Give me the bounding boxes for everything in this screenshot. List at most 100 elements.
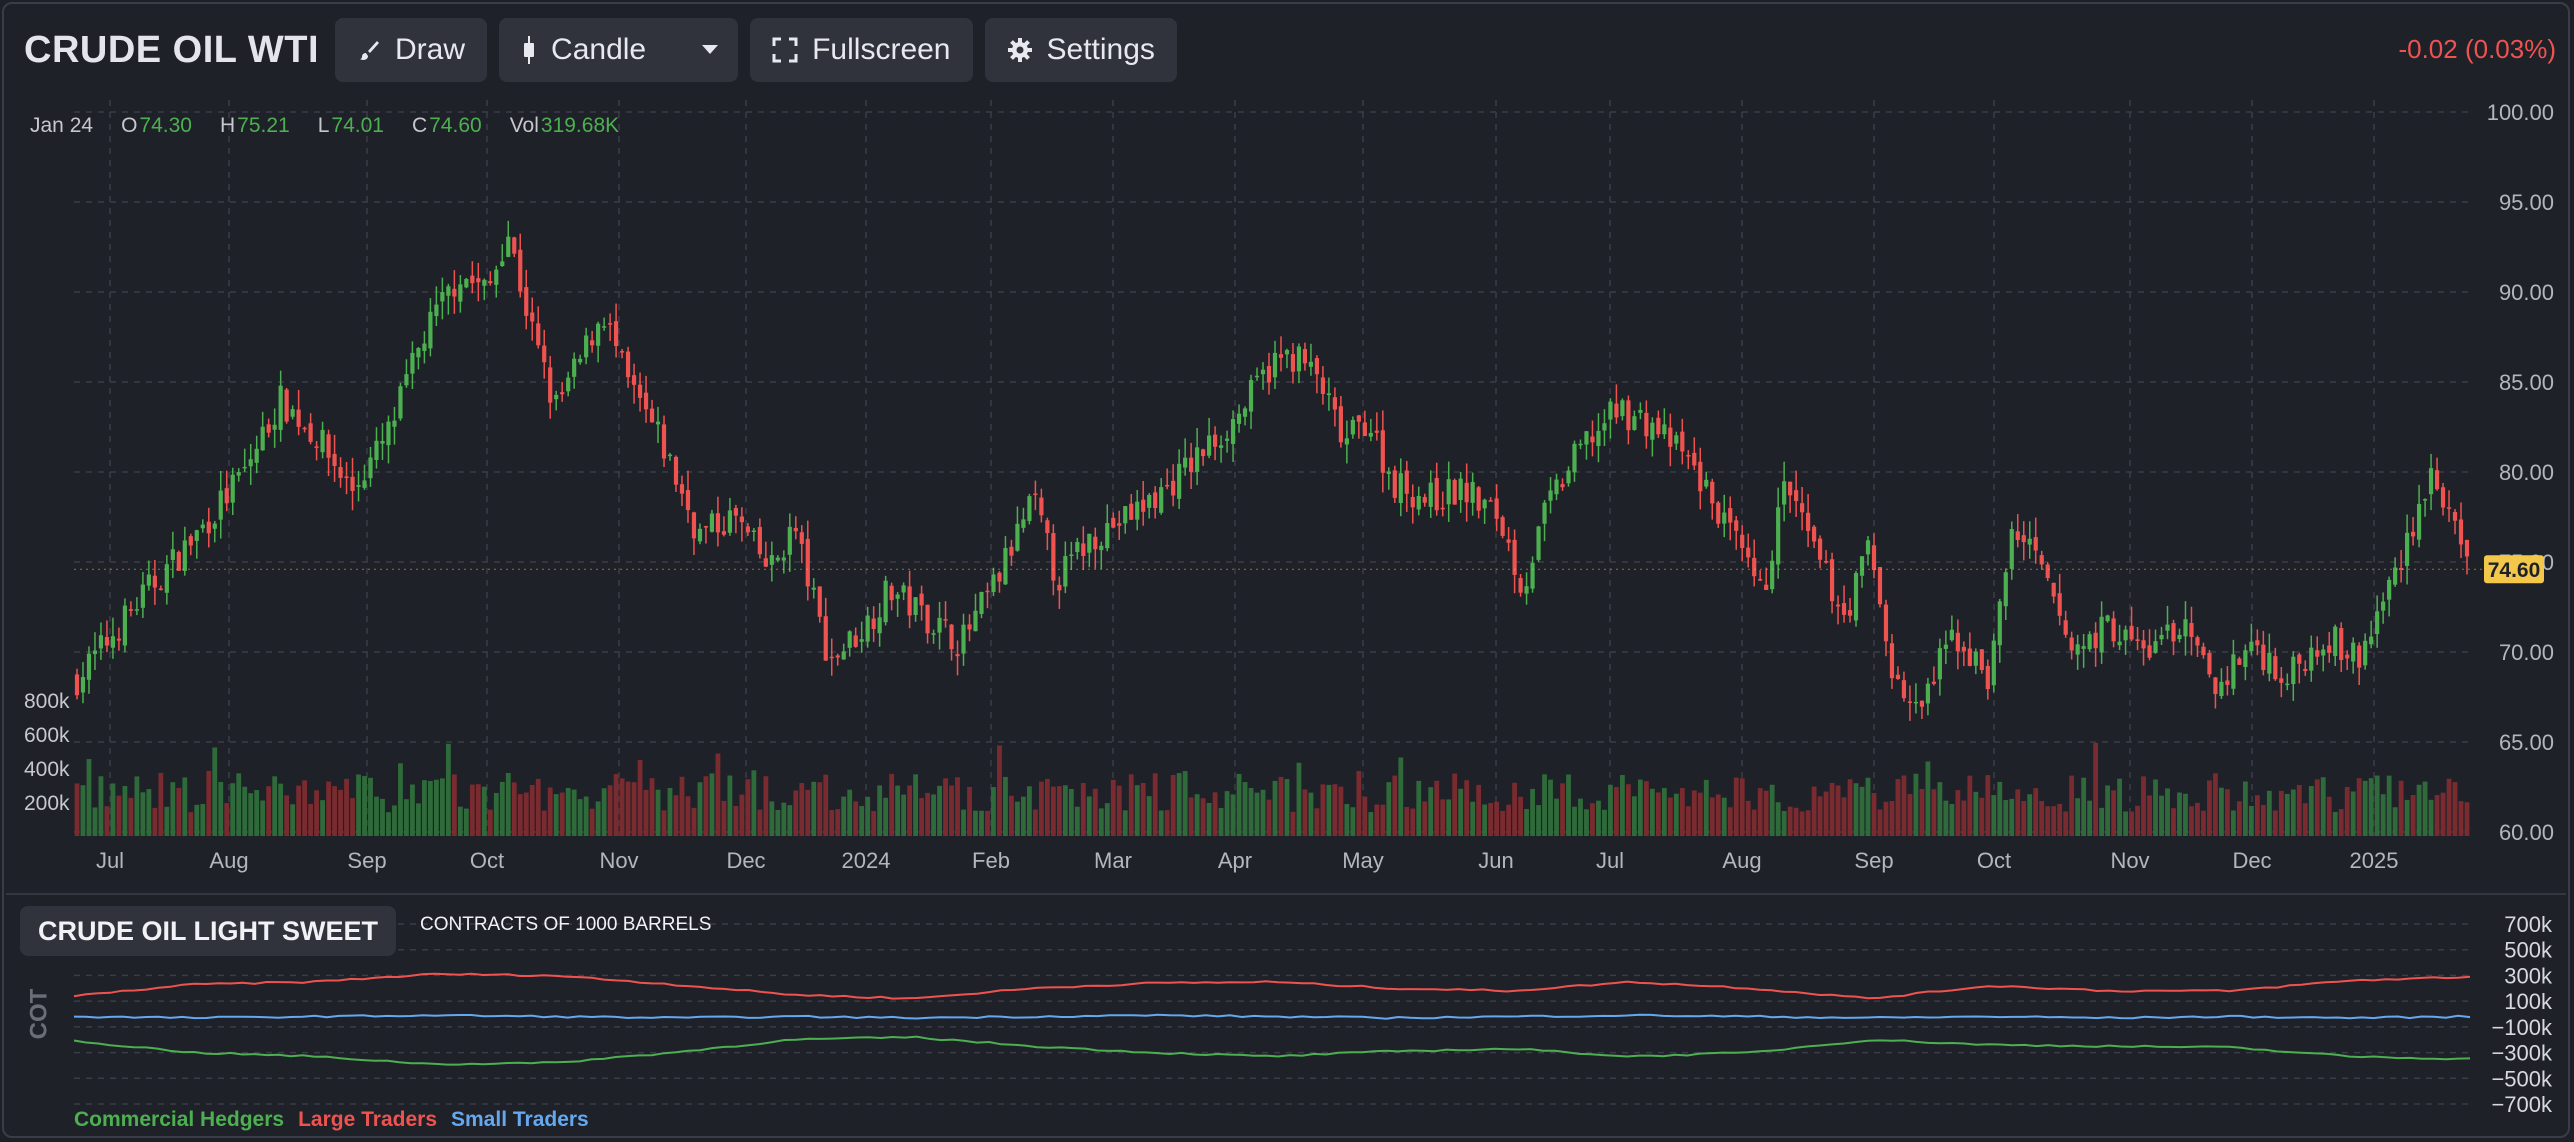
candle-body <box>1590 436 1595 443</box>
volume-bar <box>242 786 248 836</box>
candle-body <box>2123 629 2128 641</box>
candle-body <box>1165 484 1170 487</box>
candle-body <box>1662 424 1667 435</box>
volume-bar <box>931 794 936 836</box>
volume-bar <box>1506 804 1512 836</box>
candle-body <box>506 236 511 257</box>
volume-bar <box>2326 796 2332 836</box>
volume-bar <box>1404 806 1410 836</box>
volume-bar <box>1188 797 1194 836</box>
candle-body <box>931 633 936 635</box>
candle-body <box>1620 400 1625 417</box>
volume-bars <box>74 742 2470 836</box>
volume-bar <box>631 782 637 836</box>
volume-bar <box>1721 797 1727 836</box>
volume-bar <box>739 794 745 836</box>
volume-bar <box>547 787 553 836</box>
candle-body <box>1829 559 1835 602</box>
volume-bar <box>793 790 799 836</box>
candle-body <box>1123 506 1128 524</box>
candle-body <box>488 281 493 284</box>
volume-bar <box>74 783 80 836</box>
volume-bar <box>1781 811 1787 836</box>
volume-bar <box>805 789 811 836</box>
candle-body <box>326 434 331 458</box>
volume-bar <box>332 786 337 836</box>
candle-body <box>1195 447 1200 472</box>
price-tick-label: 90.00 <box>2499 280 2554 305</box>
volume-bar <box>433 779 439 836</box>
candle-body <box>1614 403 1619 418</box>
candle-body <box>1248 379 1254 412</box>
candle-body <box>512 237 517 254</box>
candle-body <box>452 288 457 297</box>
volume-bar <box>1134 785 1140 836</box>
volume-bar <box>1566 774 1571 836</box>
candle-body <box>1991 640 1996 686</box>
volume-bar <box>2290 789 2296 836</box>
candle-body <box>979 591 984 614</box>
volume-bar <box>344 778 349 836</box>
volume-bar <box>601 788 607 836</box>
volume-bar <box>847 789 853 836</box>
volume-bar <box>1212 792 1218 836</box>
volume-bar <box>451 774 457 836</box>
time-tick-label: Jul <box>96 848 124 873</box>
candle-body <box>1272 352 1278 378</box>
volume-bar <box>1859 786 1865 836</box>
candle-body <box>1386 471 1391 474</box>
volume-bar <box>1110 779 1116 836</box>
volume-bar <box>2404 799 2410 836</box>
volume-bar <box>1344 804 1350 836</box>
candle-body <box>1578 443 1583 446</box>
candle-body <box>1189 457 1194 472</box>
volume-bar <box>1985 775 1991 836</box>
volume-bar <box>943 778 948 836</box>
volume-bar <box>1937 782 1943 836</box>
volume-bar <box>2350 791 2356 836</box>
candle-body <box>1931 681 1936 684</box>
volume-bar <box>404 799 409 836</box>
candle-body <box>1183 457 1188 468</box>
volume-bar <box>92 807 98 836</box>
candle-body <box>1117 523 1122 526</box>
volume-bar <box>1590 803 1595 836</box>
candle-body <box>428 311 433 349</box>
volume-bar <box>1907 794 1913 836</box>
volume-bar <box>835 809 841 836</box>
candle-body <box>1518 578 1523 593</box>
volume-bar <box>1673 793 1679 836</box>
volume-bar <box>2057 803 2063 836</box>
chart-type-dropdown[interactable]: Candle <box>499 18 739 82</box>
volume-bar <box>218 782 224 836</box>
volume-bar <box>380 798 385 836</box>
candle-body <box>1153 492 1158 509</box>
volume-bar <box>829 810 835 836</box>
settings-button[interactable]: Settings <box>984 18 1177 82</box>
draw-button[interactable]: Draw <box>335 18 488 82</box>
candle-body <box>811 587 816 590</box>
candle-body <box>2117 641 2122 646</box>
volume-bar <box>1248 787 1254 836</box>
candle-body <box>889 585 894 601</box>
candle-body <box>1308 361 1314 367</box>
cot-tick-label: −100k <box>2491 1015 2553 1040</box>
candle-body <box>1428 482 1433 507</box>
candle-body <box>2165 624 2170 631</box>
candle-body <box>1476 487 1481 511</box>
volume-bar <box>2123 811 2128 836</box>
volume-bar <box>2189 806 2194 836</box>
fullscreen-button[interactable]: Fullscreen <box>750 18 973 82</box>
cot-tick-label: 500k <box>2504 938 2553 963</box>
candle-body <box>374 440 379 460</box>
candle-body <box>410 352 415 374</box>
candle-body <box>494 269 499 285</box>
time-tick-label: Nov <box>2110 848 2149 873</box>
candle-body <box>1063 556 1068 587</box>
legend-large-traders[interactable]: Large Traders <box>298 1108 437 1131</box>
legend-commercial-hedgers[interactable]: Commercial Hedgers <box>74 1108 285 1131</box>
volume-bar <box>206 770 212 836</box>
legend-small-traders[interactable]: Small Traders <box>451 1108 589 1131</box>
candle-body <box>98 635 104 649</box>
